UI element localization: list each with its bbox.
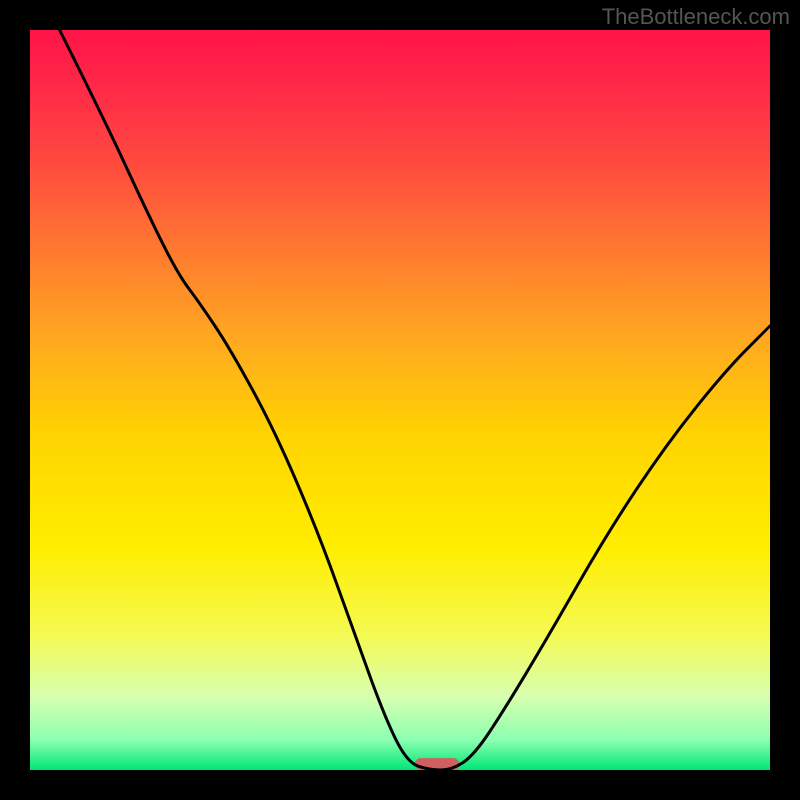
- plot-background: [30, 30, 770, 770]
- watermark-text: TheBottleneck.com: [602, 4, 790, 30]
- chart-container: TheBottleneck.com: [0, 0, 800, 800]
- bottleneck-chart: [0, 0, 800, 800]
